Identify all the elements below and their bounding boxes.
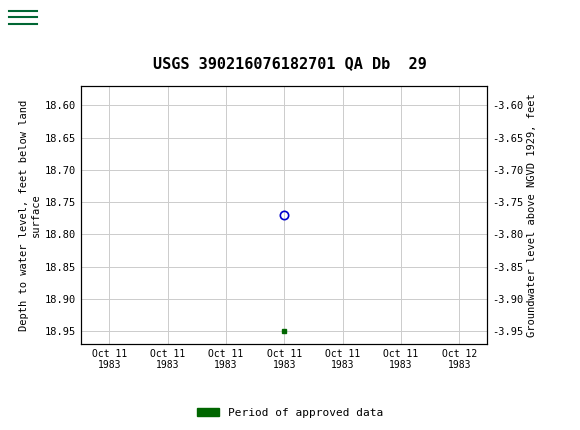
Y-axis label: Depth to water level, feet below land
surface: Depth to water level, feet below land su…	[19, 99, 41, 331]
Y-axis label: Groundwater level above NGVD 1929, feet: Groundwater level above NGVD 1929, feet	[527, 93, 538, 337]
Legend: Period of approved data: Period of approved data	[193, 403, 387, 422]
Text: USGS: USGS	[45, 10, 96, 28]
Text: USGS 390216076182701 QA Db  29: USGS 390216076182701 QA Db 29	[153, 56, 427, 71]
Bar	[7, 5, 39, 33]
